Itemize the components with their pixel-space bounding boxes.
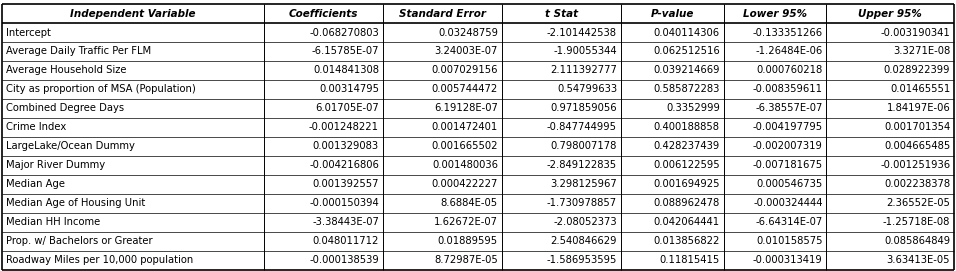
Text: Standard Error: Standard Error — [399, 9, 486, 18]
Text: -0.001251936: -0.001251936 — [880, 160, 950, 170]
Text: 0.002238378: 0.002238378 — [884, 179, 950, 189]
Text: 1.62672E-07: 1.62672E-07 — [434, 217, 498, 227]
Text: Prop. w/ Bachelors or Greater: Prop. w/ Bachelors or Greater — [6, 236, 152, 246]
Text: -1.730978857: -1.730978857 — [547, 198, 617, 208]
Text: 2.540846629: 2.540846629 — [551, 236, 617, 246]
Text: Major River Dummy: Major River Dummy — [6, 160, 105, 170]
Text: Average Household Size: Average Household Size — [6, 66, 126, 75]
Text: 0.028922399: 0.028922399 — [883, 66, 950, 75]
Text: Lower 95%: Lower 95% — [743, 9, 807, 18]
Text: Median HH Income: Median HH Income — [6, 217, 100, 227]
Text: 0.000546735: 0.000546735 — [756, 179, 823, 189]
Text: -0.068270803: -0.068270803 — [309, 28, 379, 37]
Text: -1.90055344: -1.90055344 — [554, 47, 617, 56]
Text: -0.008359611: -0.008359611 — [752, 85, 823, 94]
Text: Independent Variable: Independent Variable — [70, 9, 196, 18]
Text: 3.24003E-07: 3.24003E-07 — [435, 47, 498, 56]
Text: City as proportion of MSA (Population): City as proportion of MSA (Population) — [6, 85, 195, 94]
Text: 0.001701354: 0.001701354 — [884, 122, 950, 132]
Text: Intercept: Intercept — [6, 28, 51, 37]
Text: 3.298125967: 3.298125967 — [551, 179, 617, 189]
Text: 0.006122595: 0.006122595 — [653, 160, 720, 170]
Text: 0.042064441: 0.042064441 — [654, 217, 720, 227]
Text: Average Daily Traffic Per FLM: Average Daily Traffic Per FLM — [6, 47, 151, 56]
Text: -1.26484E-06: -1.26484E-06 — [755, 47, 823, 56]
Text: Upper 95%: Upper 95% — [858, 9, 923, 18]
Text: 0.03248759: 0.03248759 — [438, 28, 498, 37]
Text: 6.19128E-07: 6.19128E-07 — [434, 104, 498, 113]
Text: 2.111392777: 2.111392777 — [550, 66, 617, 75]
Text: 0.001665502: 0.001665502 — [431, 141, 498, 151]
Text: -3.38443E-07: -3.38443E-07 — [312, 217, 379, 227]
Text: 0.013856822: 0.013856822 — [654, 236, 720, 246]
Text: 0.001480036: 0.001480036 — [432, 160, 498, 170]
Text: 0.048011712: 0.048011712 — [313, 236, 379, 246]
Text: -6.64314E-07: -6.64314E-07 — [755, 217, 823, 227]
Text: -0.133351266: -0.133351266 — [752, 28, 823, 37]
Text: -0.004216806: -0.004216806 — [309, 160, 379, 170]
Text: -2.101442538: -2.101442538 — [547, 28, 617, 37]
Text: -0.000324444: -0.000324444 — [753, 198, 823, 208]
Text: 0.001472401: 0.001472401 — [432, 122, 498, 132]
Text: Median Age: Median Age — [6, 179, 65, 189]
Text: Coefficients: Coefficients — [289, 9, 358, 18]
Text: 3.3271E-08: 3.3271E-08 — [893, 47, 950, 56]
Text: 0.11815415: 0.11815415 — [660, 255, 720, 265]
Text: 0.971859056: 0.971859056 — [551, 104, 617, 113]
Text: 0.085864849: 0.085864849 — [884, 236, 950, 246]
Text: 0.001329083: 0.001329083 — [313, 141, 379, 151]
Text: 0.010158575: 0.010158575 — [756, 236, 823, 246]
Text: 0.001694925: 0.001694925 — [653, 179, 720, 189]
Text: 0.54799633: 0.54799633 — [557, 85, 617, 94]
Text: 0.000422227: 0.000422227 — [431, 179, 498, 189]
Text: Roadway Miles per 10,000 population: Roadway Miles per 10,000 population — [6, 255, 193, 265]
Text: 0.01889595: 0.01889595 — [438, 236, 498, 246]
Text: -0.000313419: -0.000313419 — [753, 255, 823, 265]
Text: 0.039214669: 0.039214669 — [653, 66, 720, 75]
Text: 2.36552E-05: 2.36552E-05 — [886, 198, 950, 208]
Text: -0.002007319: -0.002007319 — [752, 141, 823, 151]
Text: 0.007029156: 0.007029156 — [431, 66, 498, 75]
Text: 0.005744472: 0.005744472 — [432, 85, 498, 94]
Text: 0.798007178: 0.798007178 — [551, 141, 617, 151]
Text: 8.72987E-05: 8.72987E-05 — [434, 255, 498, 265]
Text: Median Age of Housing Unit: Median Age of Housing Unit — [6, 198, 145, 208]
Text: -0.000150394: -0.000150394 — [309, 198, 379, 208]
Text: 0.040114306: 0.040114306 — [654, 28, 720, 37]
Text: -1.25718E-08: -1.25718E-08 — [883, 217, 950, 227]
Text: -6.38557E-07: -6.38557E-07 — [755, 104, 823, 113]
Text: 0.014841308: 0.014841308 — [313, 66, 379, 75]
Text: 0.400188858: 0.400188858 — [654, 122, 720, 132]
Text: 1.84197E-06: 1.84197E-06 — [886, 104, 950, 113]
Text: -0.007181675: -0.007181675 — [752, 160, 823, 170]
Text: 0.001392557: 0.001392557 — [313, 179, 379, 189]
Text: P-value: P-value — [650, 9, 694, 18]
Text: -0.001248221: -0.001248221 — [309, 122, 379, 132]
Text: 0.088962478: 0.088962478 — [654, 198, 720, 208]
Text: 0.585872283: 0.585872283 — [654, 85, 720, 94]
Text: -0.004197795: -0.004197795 — [752, 122, 823, 132]
Text: 0.3352999: 0.3352999 — [666, 104, 720, 113]
Text: -2.849122835: -2.849122835 — [547, 160, 617, 170]
Text: 0.00314795: 0.00314795 — [319, 85, 379, 94]
Text: -2.08052373: -2.08052373 — [554, 217, 617, 227]
Text: Crime Index: Crime Index — [6, 122, 66, 132]
Text: LargeLake/Ocean Dummy: LargeLake/Ocean Dummy — [6, 141, 135, 151]
Text: 0.000760218: 0.000760218 — [756, 66, 823, 75]
Text: 0.062512516: 0.062512516 — [653, 47, 720, 56]
Text: t Stat: t Stat — [545, 9, 577, 18]
Text: -0.003190341: -0.003190341 — [880, 28, 950, 37]
Text: Combined Degree Days: Combined Degree Days — [6, 104, 124, 113]
Text: -0.847744995: -0.847744995 — [547, 122, 617, 132]
Text: 8.6884E-05: 8.6884E-05 — [441, 198, 498, 208]
Text: 0.01465551: 0.01465551 — [890, 85, 950, 94]
Text: -6.15785E-07: -6.15785E-07 — [312, 47, 379, 56]
Text: -1.586953595: -1.586953595 — [547, 255, 617, 265]
Text: 0.004665485: 0.004665485 — [884, 141, 950, 151]
Text: 3.63413E-05: 3.63413E-05 — [887, 255, 950, 265]
Text: 6.01705E-07: 6.01705E-07 — [315, 104, 379, 113]
Text: 0.428237439: 0.428237439 — [654, 141, 720, 151]
Text: -0.000138539: -0.000138539 — [309, 255, 379, 265]
